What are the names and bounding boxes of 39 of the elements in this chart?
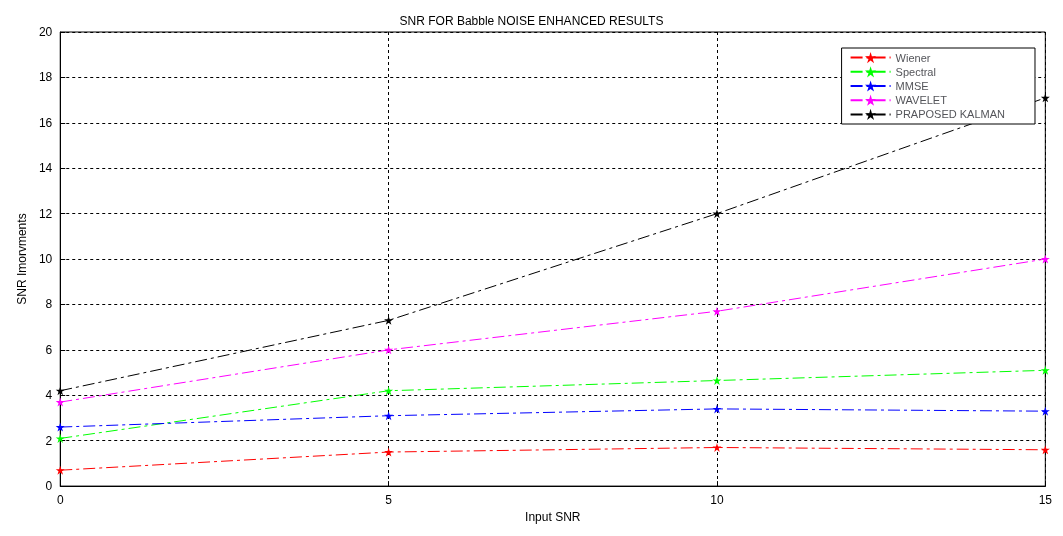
x-tick-label: 15 bbox=[1038, 493, 1053, 508]
legend-label: Spectral bbox=[895, 65, 936, 78]
point bbox=[384, 345, 394, 355]
point bbox=[712, 404, 722, 414]
point bbox=[1040, 254, 1050, 264]
x-tick-label: 5 bbox=[385, 493, 393, 508]
point bbox=[384, 447, 394, 457]
point bbox=[384, 386, 394, 396]
point bbox=[1040, 365, 1050, 375]
point bbox=[55, 465, 65, 475]
point bbox=[55, 433, 65, 443]
chart-title: SNR FOR Babble NOISE ENHANCED RESULTS bbox=[399, 14, 664, 28]
point bbox=[712, 306, 722, 316]
x-tick-label: 0 bbox=[56, 493, 64, 508]
y-tick-label: 14 bbox=[38, 161, 53, 176]
legend-label: Wiener bbox=[895, 51, 931, 64]
point bbox=[712, 443, 722, 452]
y-axis-title: SNR Imorvments bbox=[15, 213, 29, 305]
y-tick-label: 16 bbox=[38, 115, 53, 130]
point bbox=[1040, 445, 1050, 455]
y-tick-label: 18 bbox=[38, 70, 53, 85]
point bbox=[55, 422, 65, 432]
legend-label: WAVELET bbox=[895, 94, 948, 107]
point bbox=[55, 397, 65, 407]
legend-label: MMSE bbox=[895, 80, 929, 92]
y-tick-label: 12 bbox=[38, 206, 53, 221]
y-tick-label: 20 bbox=[38, 25, 53, 39]
legend-label: PRAPOSED KALMAN bbox=[895, 108, 1006, 121]
point bbox=[1040, 93, 1050, 103]
y-tick-label: 4 bbox=[45, 388, 53, 403]
x-axis-title: Input SNR bbox=[525, 510, 581, 524]
y-tick-label: 0 bbox=[45, 479, 53, 494]
y-tick-label: 2 bbox=[45, 433, 53, 448]
y-tick-label: 10 bbox=[38, 252, 53, 267]
y-tick-label: 8 bbox=[45, 297, 53, 312]
x-tick-label: 10 bbox=[710, 493, 724, 508]
point bbox=[384, 411, 394, 421]
y-tick-label: 6 bbox=[45, 342, 53, 357]
point bbox=[1040, 406, 1050, 416]
